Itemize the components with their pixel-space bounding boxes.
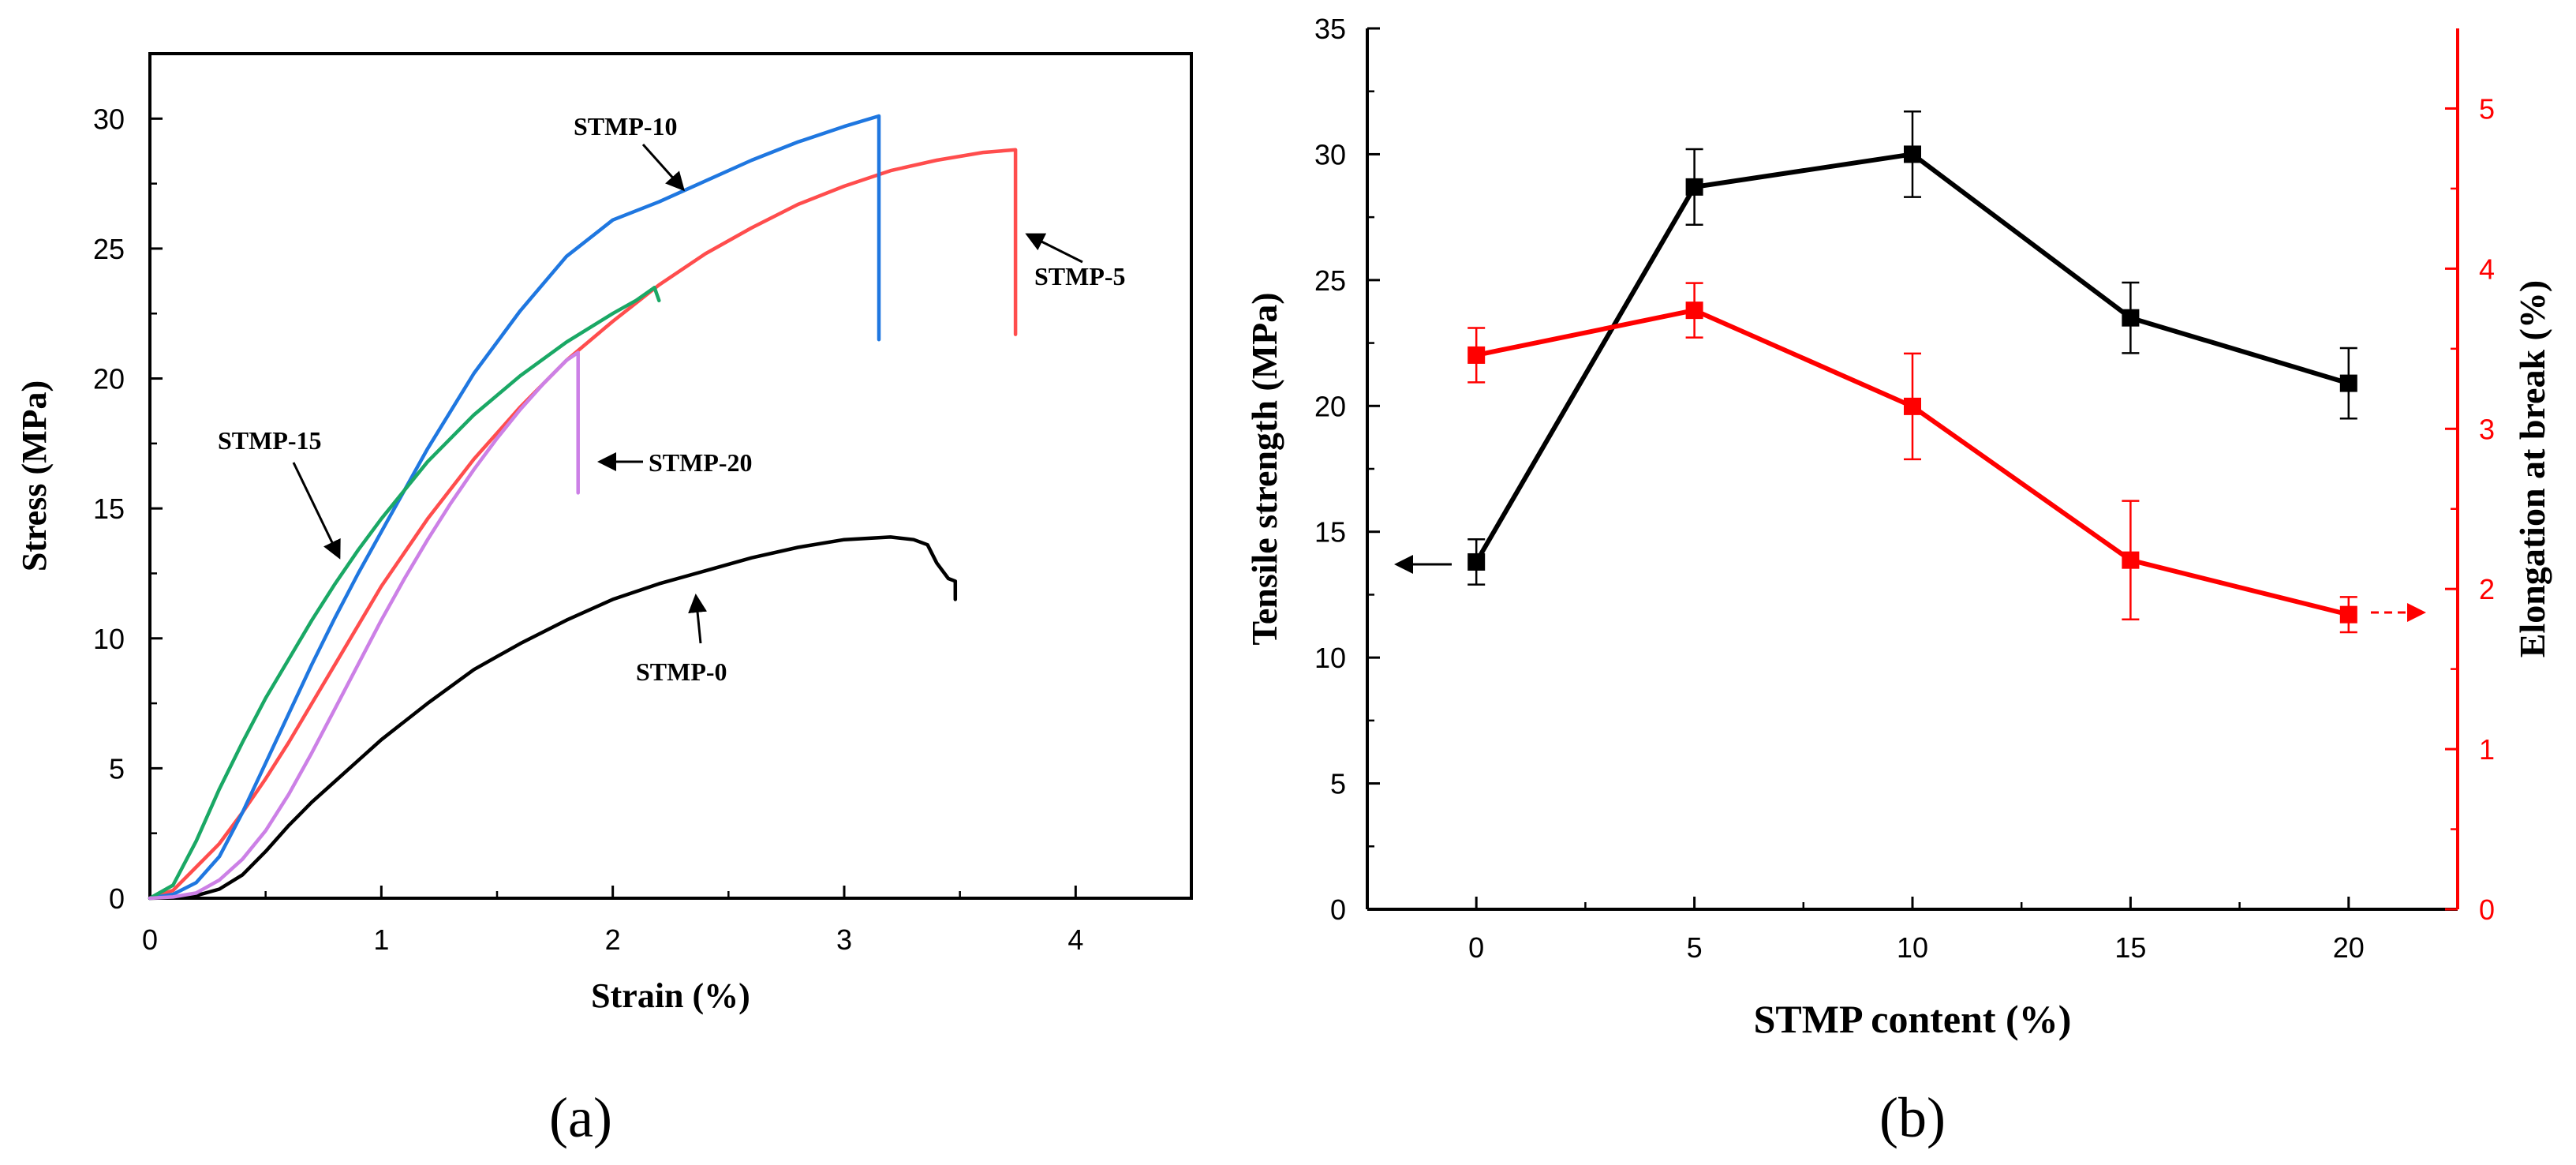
data-point-tensile bbox=[2122, 309, 2140, 327]
x-tick-label: 1 bbox=[373, 923, 389, 956]
y-tick-label: 5 bbox=[109, 752, 125, 785]
annotation-stmp-20: STMP-20 bbox=[649, 448, 753, 477]
x-tick-label: 3 bbox=[836, 923, 852, 956]
panel-b-chart: 0 5 10 15 20 0 5 10 15 20 25 30 35 0 1 2 3 4 5 STMP conten… bbox=[1244, 13, 2552, 1149]
panel-a-chart: 0 1 2 3 4 0 5 10 15 20 25 30 Strain (%) Stress (MPa… bbox=[15, 52, 1193, 1149]
y-tick-label: 15 bbox=[93, 493, 125, 525]
x-tick-label: 20 bbox=[2333, 931, 2365, 964]
x-tick-label: 10 bbox=[1897, 931, 1928, 964]
annotation-stmp-5: STMP-5 bbox=[1034, 262, 1126, 290]
y2-tick-label: 1 bbox=[2479, 733, 2495, 766]
series-line-stmp-15 bbox=[148, 286, 661, 901]
y-tick-label: 0 bbox=[1330, 893, 1346, 926]
y-tick-label: 0 bbox=[109, 882, 125, 915]
y-tick-label: 20 bbox=[1314, 390, 1346, 422]
x-tick-label: 0 bbox=[142, 923, 158, 956]
y-tick-label: 10 bbox=[1314, 642, 1346, 674]
panel-b-label: (b) bbox=[1879, 1086, 1946, 1149]
panel-b-y2label: Elongation at break (%) bbox=[2512, 280, 2552, 657]
y-tick-label: 15 bbox=[1314, 516, 1346, 549]
x-tick-label: 15 bbox=[2114, 931, 2146, 964]
annotation-arrow-stmp-10 bbox=[641, 143, 686, 192]
annotation-stmp-15: STMP-15 bbox=[218, 426, 322, 455]
panel-b-ylabel: Tensile strength (MPa) bbox=[1244, 292, 1284, 645]
annotation-arrow-stmp-0 bbox=[688, 594, 708, 644]
series-line-stmp-0 bbox=[148, 535, 958, 901]
y-tick-label: 30 bbox=[93, 103, 125, 135]
series-line-stmp-5 bbox=[148, 148, 1018, 901]
y-tick-label: 25 bbox=[1314, 264, 1346, 297]
annotation-arrow-stmp-5 bbox=[1025, 233, 1083, 264]
data-point-tensile bbox=[1685, 178, 1703, 196]
y2-tick-label: 5 bbox=[2479, 92, 2495, 125]
y2-tick-label: 4 bbox=[2479, 253, 2495, 285]
data-point-elongation bbox=[1467, 346, 1486, 364]
y-tick-label: 5 bbox=[1330, 768, 1346, 800]
x-tick-label: 4 bbox=[1067, 923, 1083, 956]
x-tick-label: 5 bbox=[1687, 931, 1703, 964]
series-line-stmp-20 bbox=[148, 350, 580, 901]
annotation-stmp-10: STMP-10 bbox=[574, 112, 678, 140]
y-tick-label: 25 bbox=[93, 233, 125, 265]
data-point-elongation bbox=[1904, 397, 1921, 415]
panel-a-plot-frame bbox=[148, 52, 1193, 900]
y2-tick-label: 2 bbox=[2479, 573, 2495, 605]
y-tick-label: 10 bbox=[93, 623, 125, 655]
y-tick-label: 35 bbox=[1314, 13, 1346, 45]
series-line-stmp-10 bbox=[148, 114, 881, 901]
data-point-elongation bbox=[2122, 551, 2140, 569]
y2-tick-label: 0 bbox=[2479, 893, 2495, 926]
data-point-elongation bbox=[2339, 605, 2357, 624]
data-point-tensile bbox=[1904, 145, 1921, 163]
annotation-arrow-stmp-15 bbox=[292, 462, 341, 560]
panel-b-xlabel: STMP content (%) bbox=[1754, 997, 2072, 1041]
panel-a-label: (a) bbox=[549, 1086, 612, 1149]
y-tick-label: 20 bbox=[93, 363, 125, 395]
data-point-tensile bbox=[1467, 553, 1486, 571]
panel-a-xlabel: Strain (%) bbox=[591, 976, 750, 1015]
data-point-elongation bbox=[1685, 302, 1703, 320]
x-tick-label: 2 bbox=[605, 923, 621, 956]
data-point-tensile bbox=[2339, 374, 2357, 392]
x-tick-label: 0 bbox=[1468, 931, 1484, 964]
y2-tick-label: 3 bbox=[2479, 413, 2495, 445]
panel-a-ylabel: Stress (MPa) bbox=[15, 380, 54, 571]
y-tick-label: 30 bbox=[1314, 138, 1346, 170]
annotation-stmp-0: STMP-0 bbox=[636, 657, 727, 686]
